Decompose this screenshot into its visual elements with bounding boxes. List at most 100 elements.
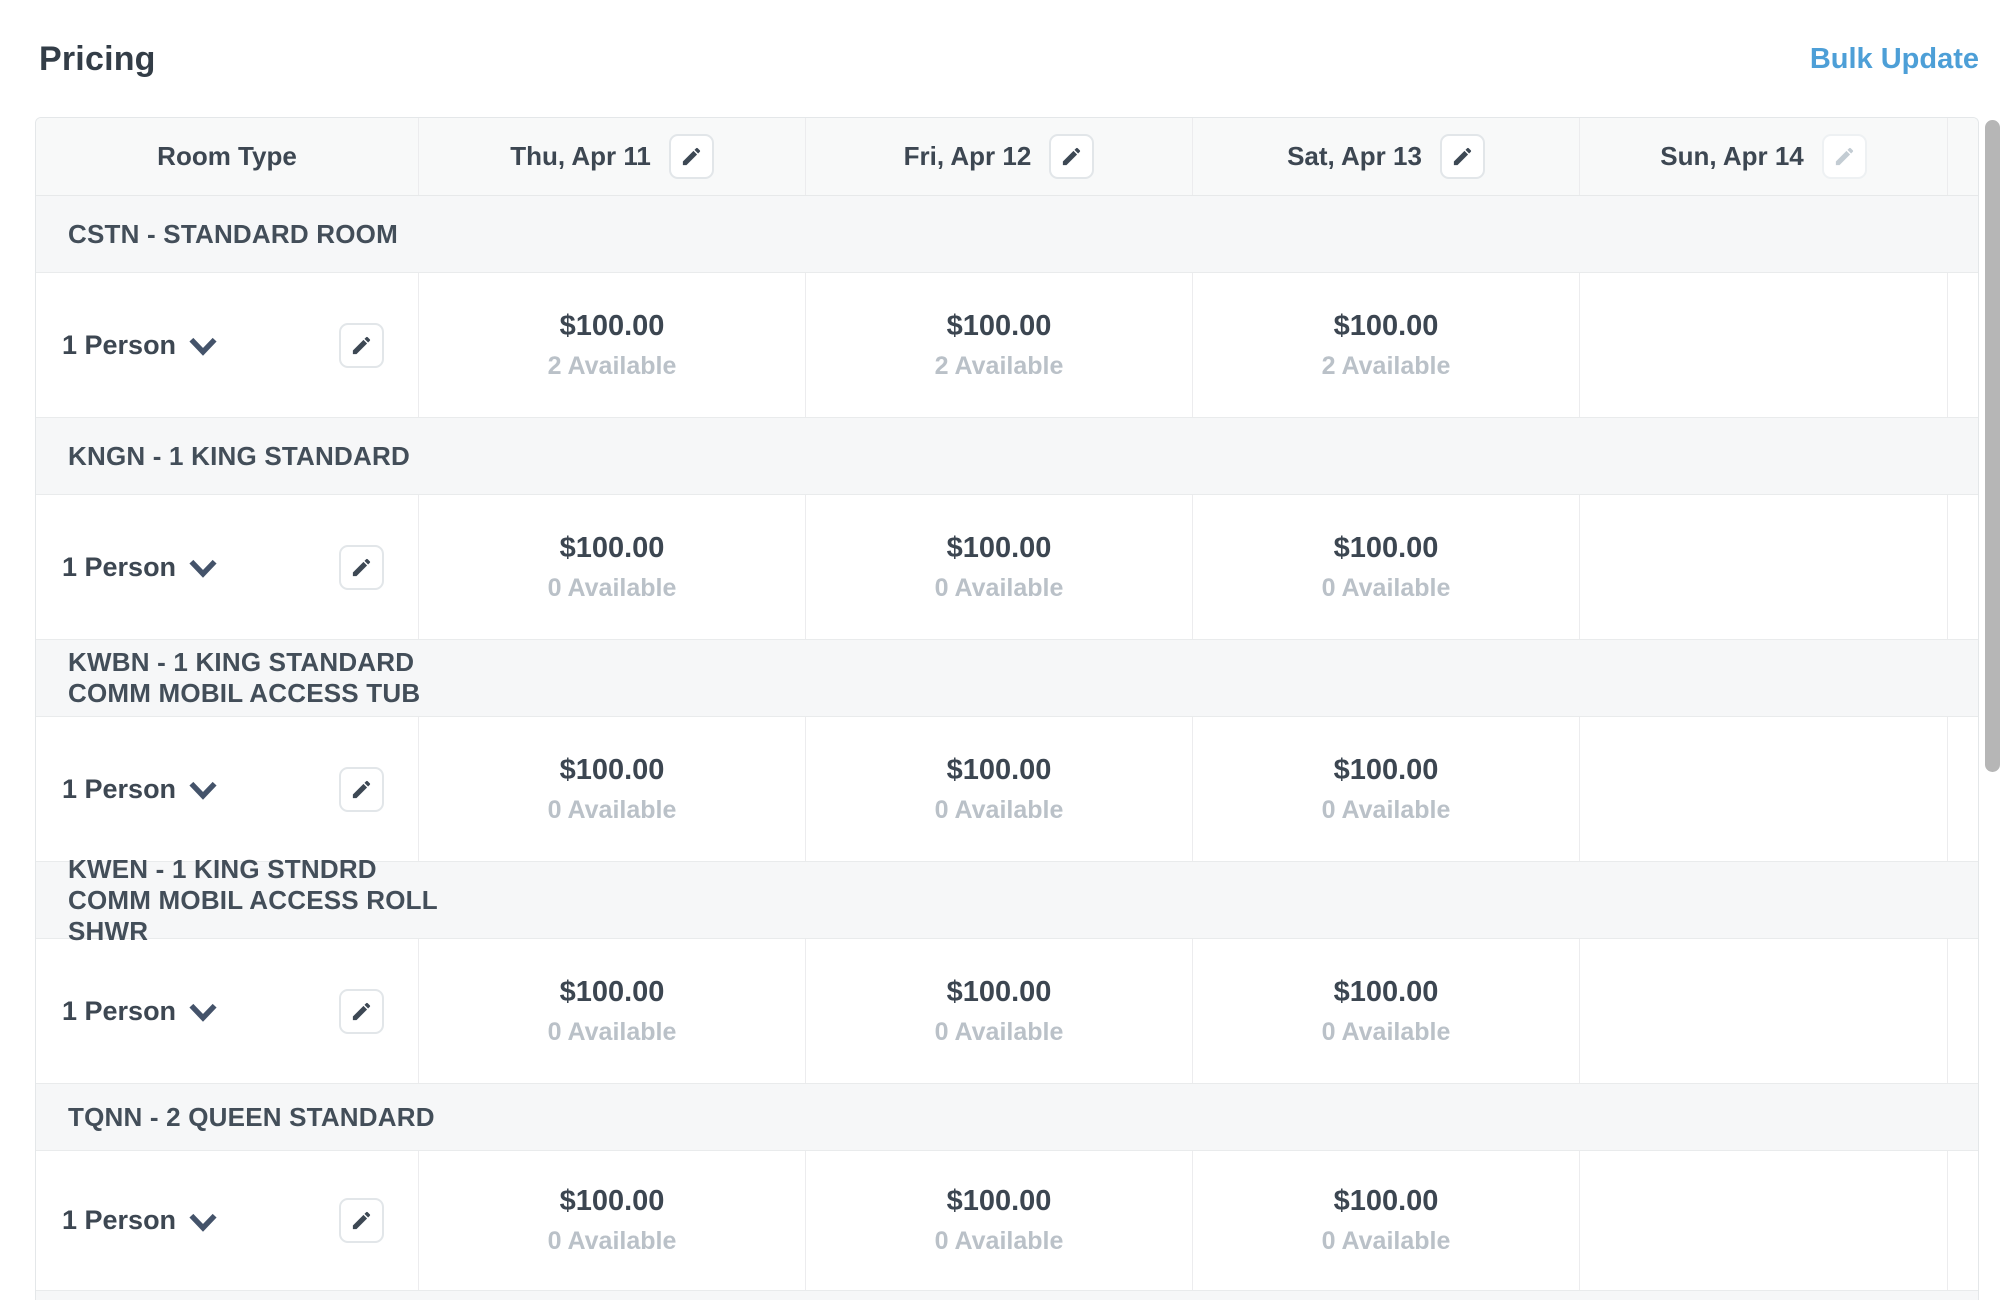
rate-value: $100.00 (946, 531, 1052, 564)
room-type-name: KWBN - 1 KING STANDARD COMM MOBIL ACCESS… (68, 647, 421, 708)
rate-cell[interactable]: $100.00 0 Available (419, 1151, 806, 1290)
rate-value: $100.00 (946, 309, 1052, 342)
column-header: Sun, Apr 14 (1580, 118, 1948, 195)
occupancy-label: 1 Person (62, 773, 177, 804)
availability-label: 0 Available (934, 795, 1064, 824)
pencil-icon (352, 1002, 371, 1020)
rate-row: 1 Person $100.00 0 Available $100.00 0 A… (36, 1151, 1978, 1291)
room-type-header-row: KNGN - 1 KING STANDARD (36, 418, 1978, 495)
column-header: Thu, Apr 11 (419, 118, 806, 195)
rate-value: $100.00 (1333, 753, 1439, 786)
pencil-icon (352, 336, 371, 354)
column-header: Fri, Apr 12 (806, 118, 1193, 195)
room-type-group: CSTN - STANDARD ROOM 1 Person $100.00 2 … (36, 196, 1978, 418)
rate-cell (1580, 717, 1948, 861)
availability-label: 0 Available (1321, 1017, 1451, 1046)
occupancy-dropdown[interactable]: 1 Person (62, 774, 218, 805)
availability-label: 0 Available (547, 1227, 677, 1255)
rate-cell[interactable]: $100.00 0 Available (806, 1151, 1193, 1290)
pricing-table: Room Type Thu, Apr 11 Fri, Apr 12 Sat, A… (35, 117, 1979, 1300)
edit-day-button[interactable] (1049, 134, 1095, 179)
edit-day-button[interactable] (668, 134, 714, 179)
rate-cell (1580, 939, 1948, 1083)
occupancy-cell: 1 Person (36, 1151, 419, 1290)
vertical-scrollbar[interactable] (1981, 117, 2003, 1300)
rate-cell[interactable]: $100.00 2 Available (806, 273, 1193, 417)
availability-label: 0 Available (1321, 573, 1451, 602)
room-type-name: KWEN - 1 KING STNDRD COMM MOBIL ACCESS R… (68, 853, 438, 946)
rate-cell[interactable]: $100.00 0 Available (806, 717, 1193, 861)
rate-row: 1 Person $100.00 0 Available $100.00 0 A… (36, 939, 1978, 1084)
edit-occupancy-button[interactable] (339, 544, 384, 590)
rate-value: $100.00 (1333, 309, 1439, 342)
edit-occupancy-button[interactable] (339, 1198, 384, 1243)
overflow-column-cell (1948, 939, 1978, 1083)
availability-label: 0 Available (547, 795, 677, 824)
rate-cell[interactable]: $100.00 0 Available (419, 495, 806, 639)
availability-label: 0 Available (547, 1017, 677, 1046)
rate-cell (1580, 273, 1948, 417)
next-room-type-row-partial (36, 1291, 1978, 1300)
rate-cell[interactable]: $100.00 0 Available (806, 495, 1193, 639)
rate-cell[interactable]: $100.00 0 Available (1193, 1151, 1580, 1290)
rate-cell[interactable]: $100.00 0 Available (419, 939, 806, 1083)
edit-day-button (1821, 134, 1867, 179)
edit-occupancy-button[interactable] (339, 766, 384, 812)
bulk-update-link[interactable]: Bulk Update (1809, 42, 1979, 75)
overflow-column-cell (1948, 717, 1978, 861)
rate-cell[interactable]: $100.00 0 Available (806, 939, 1193, 1083)
rate-value: $100.00 (1333, 1185, 1439, 1217)
occupancy-dropdown[interactable]: 1 Person (62, 330, 218, 361)
rate-cell[interactable]: $100.00 2 Available (1193, 273, 1580, 417)
occupancy-cell: 1 Person (36, 939, 419, 1083)
rate-cell[interactable]: $100.00 0 Available (1193, 495, 1580, 639)
room-type-group: KWBN - 1 KING STANDARD COMM MOBIL ACCESS… (36, 640, 1978, 862)
rate-value: $100.00 (559, 753, 665, 786)
pencil-icon (1835, 147, 1853, 166)
rate-value: $100.00 (559, 531, 665, 564)
header-row: Room Type Thu, Apr 11 Fri, Apr 12 Sat, A… (36, 118, 1978, 196)
rate-value: $100.00 (559, 309, 665, 342)
occupancy-dropdown[interactable]: 1 Person (62, 1205, 218, 1236)
rate-cell[interactable]: $100.00 0 Available (1193, 717, 1580, 861)
edit-occupancy-button[interactable] (339, 322, 384, 368)
rate-cell[interactable]: $100.00 0 Available (1193, 939, 1580, 1083)
occupancy-dropdown[interactable]: 1 Person (62, 552, 218, 583)
overflow-column-header (1948, 118, 1978, 195)
rate-value: $100.00 (559, 1185, 665, 1217)
rate-row: 1 Person $100.00 2 Available $100.00 2 A… (36, 273, 1978, 418)
chevron-down-icon (188, 332, 218, 358)
overflow-column-cell (1948, 1151, 1978, 1290)
rate-value: $100.00 (946, 975, 1052, 1008)
pencil-icon (1063, 147, 1081, 166)
edit-day-button[interactable] (1439, 134, 1485, 179)
room-type-header-row: KWBN - 1 KING STANDARD COMM MOBIL ACCESS… (36, 640, 1978, 717)
room-type-group: TQNN - 2 QUEEN STANDARD 1 Person $100.00… (36, 1084, 1978, 1291)
overflow-column-cell (1948, 273, 1978, 417)
rate-row: 1 Person $100.00 0 Available $100.00 0 A… (36, 717, 1978, 862)
room-type-name: KNGN - 1 KING STANDARD (68, 440, 410, 471)
occupancy-label: 1 Person (62, 1205, 177, 1235)
page-title: Pricing (39, 39, 156, 78)
availability-label: 2 Available (1321, 351, 1451, 380)
availability-label: 0 Available (547, 573, 677, 602)
availability-label: 0 Available (1321, 795, 1451, 824)
chevron-down-icon (188, 998, 218, 1024)
rate-cell[interactable]: $100.00 0 Available (419, 717, 806, 861)
occupancy-dropdown[interactable]: 1 Person (62, 996, 218, 1027)
room-type-group: KNGN - 1 KING STANDARD 1 Person $100.00 … (36, 418, 1978, 640)
pencil-icon (682, 147, 700, 166)
edit-occupancy-button[interactable] (339, 988, 384, 1034)
occupancy-label: 1 Person (62, 551, 177, 582)
pencil-icon (352, 1211, 371, 1230)
rate-cell[interactable]: $100.00 2 Available (419, 273, 806, 417)
room-type-name: CSTN - STANDARD ROOM (68, 218, 398, 249)
occupancy-label: 1 Person (62, 329, 177, 360)
page-header: Pricing Bulk Update (39, 30, 1979, 88)
chevron-down-icon (188, 554, 218, 580)
room-type-group: KWEN - 1 KING STNDRD COMM MOBIL ACCESS R… (36, 854, 1978, 1084)
column-label: Room Type (157, 141, 297, 171)
column-label: Fri, Apr 12 (903, 141, 1032, 171)
scrollbar-thumb[interactable] (1985, 120, 2000, 772)
pencil-icon (1453, 147, 1472, 166)
